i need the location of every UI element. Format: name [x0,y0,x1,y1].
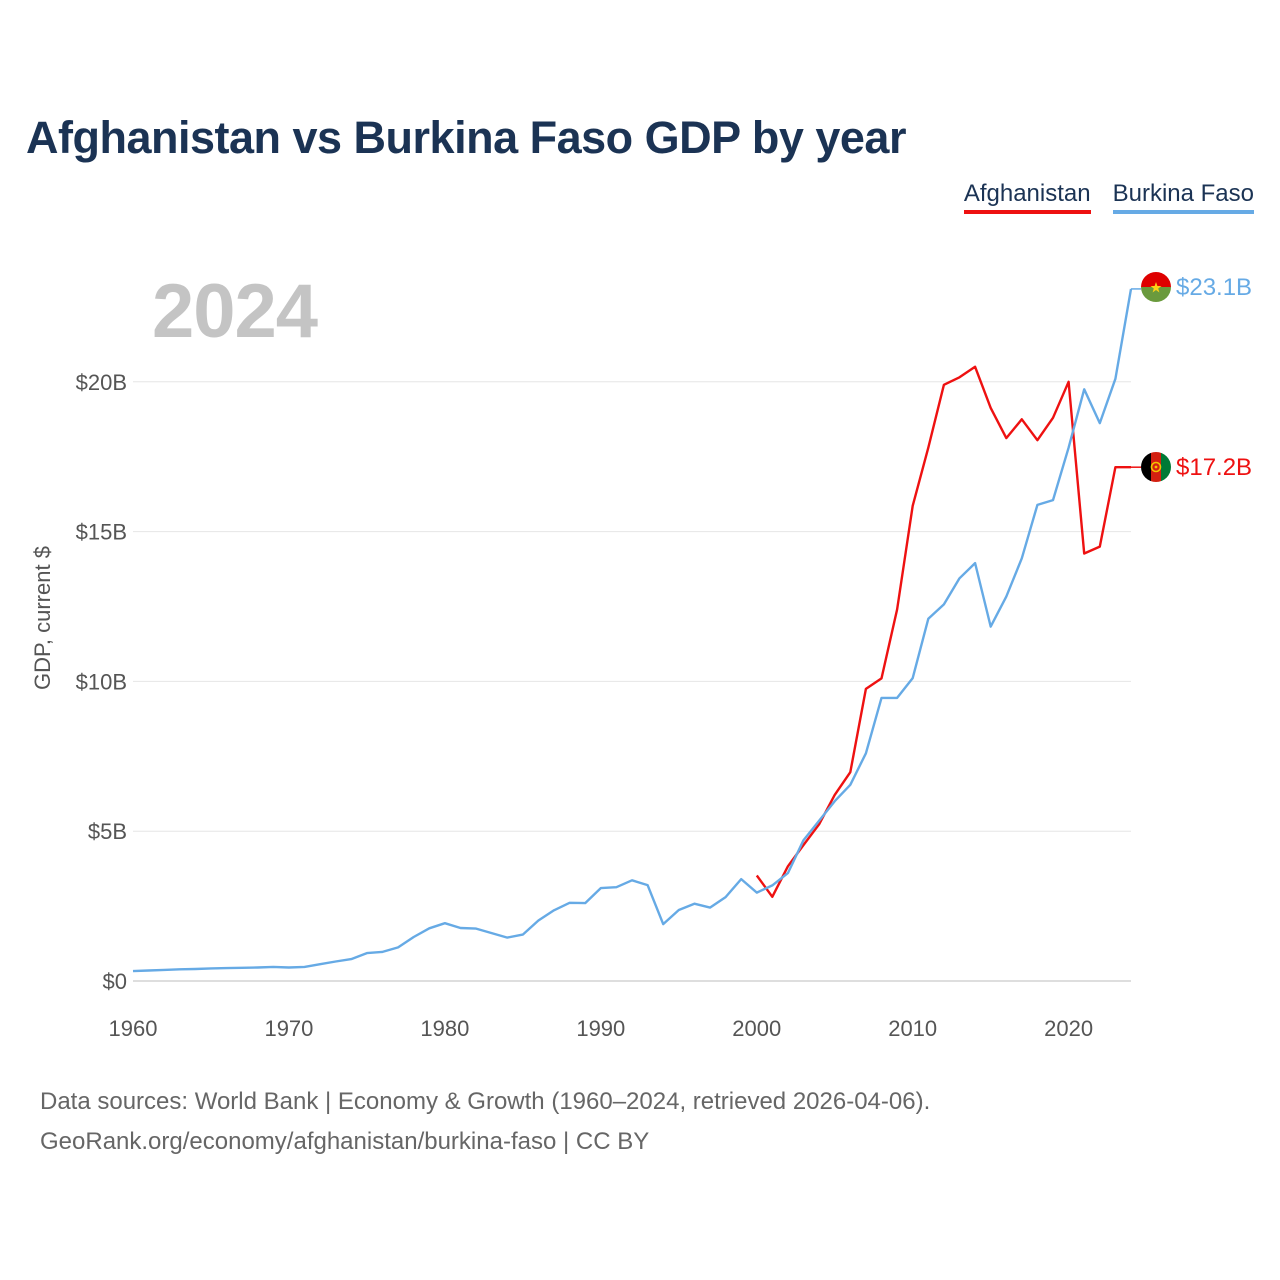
series-line-afghanistan [755,365,1131,898]
x-tick-label: 1970 [264,1016,313,1041]
legend-item-afghanistan: Afghanistan [963,180,1091,214]
source-line-1: Data sources: World Bank | Economy & Gro… [40,1088,931,1115]
afghanistan-flag-icon [1141,452,1171,482]
x-tick-label: 1980 [420,1016,469,1041]
x-tick-label: 1960 [109,1016,158,1041]
chart-title: Afghanistan vs Burkina Faso GDP by year [26,112,906,163]
year-label: 2024 [152,269,318,354]
series-lines [132,288,1141,973]
y-tick-label: $15B [76,520,127,545]
y-tick-label: $20B [76,370,127,395]
x-tick-label: 2020 [1044,1016,1093,1041]
x-tick-label: 2000 [732,1016,781,1041]
legend: Afghanistan Burkina Faso [963,180,1254,214]
y-axis-label: GDP, current $ [30,546,55,690]
y-axis-ticks: $0 $5B $10B $15B $20B [76,370,127,994]
y-tick-label: $10B [76,669,127,694]
series-line-burkina-faso [132,288,1133,973]
y-tick-label: $5B [88,819,127,844]
source-line-2: GeoRank.org/economy/afghanistan/burkina-… [40,1128,650,1155]
x-axis-ticks: 1960 1970 1980 1990 2000 2010 2020 [109,1016,1094,1041]
end-label-burkina-faso: $23.1B [1176,274,1252,301]
source-note: Data sources: World Bank | Economy & Gro… [40,1082,930,1162]
y-tick-label: $0 [103,969,127,994]
gridlines [133,381,1131,982]
burkina-faso-flag-icon [1141,272,1171,302]
x-tick-label: 1990 [576,1016,625,1041]
legend-item-burkina-faso: Burkina Faso [1112,180,1254,214]
end-label-afghanistan: $17.2B [1176,454,1252,481]
x-tick-label: 2010 [888,1016,937,1041]
